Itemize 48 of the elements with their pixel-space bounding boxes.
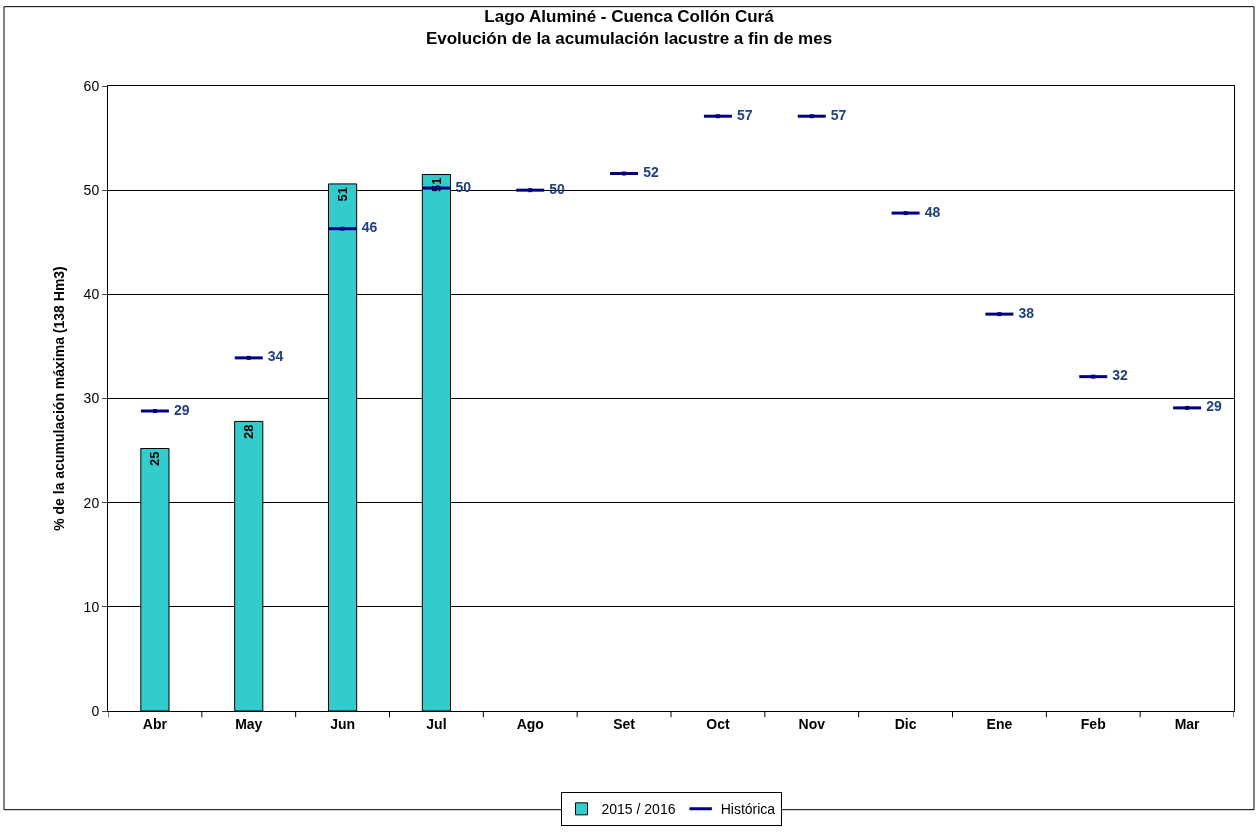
- data-label: 38: [1018, 304, 1035, 321]
- data-label: 46: [361, 219, 378, 236]
- data-label: 32: [1112, 367, 1129, 384]
- chart-title: Lago Aluminé - Cuenca Collón Curá: [484, 7, 775, 26]
- x-tick-label: Jul: [426, 715, 447, 732]
- x-tick-label: Jun: [330, 715, 356, 732]
- point: [1091, 374, 1096, 379]
- data-label: 52: [643, 164, 659, 180]
- data-label: 25: [147, 451, 163, 466]
- point: [903, 211, 908, 216]
- x-tick-label: Mar: [1174, 715, 1201, 732]
- x-tick-label: Ago: [516, 715, 544, 732]
- data-label: 34: [267, 348, 284, 365]
- y-tick-label: 30: [83, 390, 100, 407]
- y-tick-label: 50: [83, 182, 100, 199]
- x-tick-label: Oct: [706, 715, 730, 732]
- y-tick-label: 40: [83, 286, 100, 303]
- data-label: 57: [830, 106, 847, 123]
- point: [340, 226, 345, 231]
- data-label: 48: [924, 203, 941, 220]
- point: [715, 114, 720, 119]
- legend-label: Histórica: [720, 801, 776, 818]
- point: [152, 409, 157, 413]
- x-tick-label: Ene: [986, 715, 1013, 732]
- x-tick-label: Feb: [1080, 715, 1106, 732]
- point: [1185, 405, 1190, 410]
- x-tick-label: Abr: [142, 715, 168, 732]
- point: [246, 355, 251, 360]
- y-axis-title: % de la acumulación máxima (138 Hm3): [51, 266, 68, 531]
- point: [622, 171, 627, 176]
- point: [528, 188, 533, 193]
- legend-label: 2015 / 2016: [601, 801, 676, 818]
- point: [809, 114, 814, 119]
- data-label: 28: [241, 424, 257, 439]
- y-tick-label: 20: [83, 494, 100, 511]
- x-tick-label: Set: [613, 715, 636, 732]
- data-label: 57: [736, 106, 753, 123]
- y-tick-label: 0: [91, 702, 100, 719]
- x-tick-label: May: [235, 715, 263, 732]
- point: [997, 312, 1002, 317]
- data-label: 29: [1206, 398, 1222, 415]
- chart-subtitle: Evolución de la acumulación lacustre a fin de mes: [425, 29, 833, 49]
- x-tick-label: Dic: [894, 715, 917, 732]
- data-label: 29: [173, 401, 190, 418]
- x-tick-label: Nov: [798, 715, 826, 732]
- y-tick-label: 60: [83, 77, 100, 94]
- y-tick-label: 10: [83, 598, 100, 615]
- data-label: 51: [335, 186, 351, 202]
